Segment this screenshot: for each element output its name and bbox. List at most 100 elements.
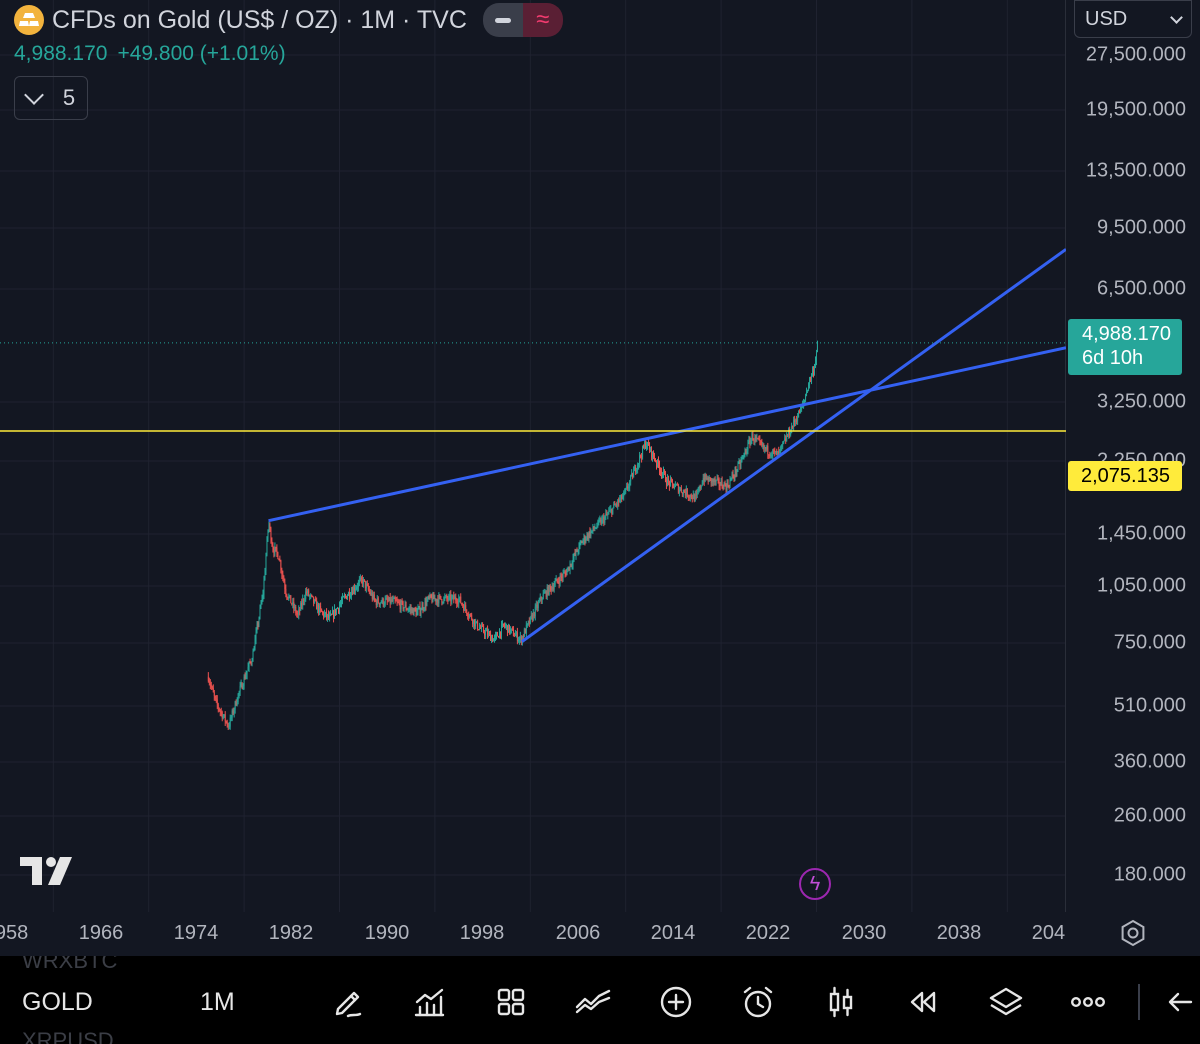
candle (275, 546, 277, 548)
candle (672, 483, 674, 488)
candle (706, 477, 708, 480)
candle (737, 463, 739, 471)
candle (544, 591, 546, 593)
candle (399, 603, 401, 610)
candle (744, 451, 746, 454)
candle (546, 587, 548, 597)
candle (237, 693, 239, 703)
candle (416, 611, 418, 616)
candle (665, 481, 667, 485)
time-tick: 1974 (173, 922, 219, 944)
financial-chart-icon[interactable] (409, 982, 449, 1022)
candle (419, 606, 421, 614)
candle (780, 446, 782, 450)
candle (648, 442, 650, 446)
symbol-title[interactable]: CFDs on Gold (US$ / OZ) · 1M · TVC (52, 5, 467, 34)
candle (608, 511, 610, 514)
candle (369, 591, 371, 595)
candle (473, 619, 475, 625)
candle (773, 449, 775, 452)
replay-icon[interactable] (903, 982, 943, 1022)
candle (460, 596, 462, 604)
chevron-down-icon (23, 85, 44, 105)
candle (595, 527, 597, 529)
candle (689, 494, 691, 498)
candle (478, 629, 480, 631)
price-chart[interactable] (0, 0, 1066, 912)
minus-icon[interactable] (482, 3, 523, 37)
candle (269, 524, 271, 529)
candle (535, 604, 537, 607)
candle (267, 530, 269, 539)
candle (260, 603, 262, 608)
candle (674, 484, 676, 487)
price-axis[interactable]: 27,500.000 19,500.000 13,500.000 9,500.0… (1066, 0, 1200, 912)
candle (775, 450, 777, 452)
currency-select[interactable]: USD (1074, 0, 1192, 38)
time-axis[interactable]: 1958 1966 1974 1982 1990 1998 2006 2014 … (0, 912, 1066, 956)
candle (756, 438, 758, 440)
compare-icon[interactable] (573, 982, 613, 1022)
candle (695, 494, 697, 496)
candle (624, 491, 626, 493)
grid-layout-icon[interactable] (491, 982, 531, 1022)
price-quote: 4,988.170 +49.800 (+1.01%) (14, 42, 286, 66)
candle (610, 509, 612, 511)
candle (338, 608, 339, 611)
candle (303, 599, 305, 602)
symbol-list-item[interactable]: XRPUSD (22, 1028, 114, 1044)
candle (569, 563, 571, 571)
candle (815, 360, 816, 366)
indicators-toggle[interactable]: 5 (14, 76, 88, 120)
candle (789, 429, 791, 436)
symbol-selector[interactable]: GOLD (22, 988, 93, 1016)
candle (360, 577, 362, 580)
candle (328, 614, 330, 618)
alarm-clock-icon[interactable] (738, 982, 778, 1022)
candle (576, 549, 578, 552)
candle (272, 545, 274, 551)
candle (321, 608, 323, 612)
candle (730, 478, 732, 480)
candle (520, 636, 522, 643)
candle (301, 602, 303, 606)
candle (263, 579, 265, 595)
add-circle-icon[interactable] (656, 982, 696, 1022)
lightning-bolt-icon[interactable]: ϟ (799, 868, 831, 900)
price-tick: 6,500.000 (1097, 277, 1186, 300)
more-dots-icon[interactable] (1068, 982, 1108, 1022)
candle (359, 577, 361, 581)
back-arrow-icon[interactable] (1160, 982, 1200, 1022)
settings-gear-icon[interactable] (1118, 918, 1148, 953)
candle (687, 496, 689, 498)
candle (726, 483, 728, 490)
candle (496, 633, 497, 636)
candle (254, 639, 256, 651)
candle (722, 486, 724, 490)
candle (512, 629, 514, 637)
candle (603, 517, 605, 523)
interval-selector[interactable]: 1M (200, 988, 235, 1016)
layers-icon[interactable] (986, 982, 1026, 1022)
wave-icon[interactable]: ≈ (522, 3, 563, 37)
candlestick-icon[interactable] (821, 982, 861, 1022)
chart-mode-toggle[interactable]: ≈ (482, 3, 563, 37)
drawing-pen-icon[interactable] (327, 982, 367, 1022)
chart-area[interactable]: CFDs on Gold (US$ / OZ) · 1M · TVC ≈ 4,9… (0, 0, 1066, 912)
candle (683, 490, 685, 493)
candle (221, 711, 223, 719)
candle (790, 432, 792, 436)
candle (711, 479, 713, 483)
candle (443, 597, 445, 603)
symbol-list-item[interactable]: WRXBTC (22, 956, 118, 973)
candle (600, 519, 602, 525)
candle (709, 477, 711, 479)
candle (690, 494, 692, 498)
candle (522, 636, 524, 638)
candle (605, 513, 607, 517)
candle (704, 474, 706, 482)
candle (326, 612, 328, 618)
candle (356, 587, 358, 589)
candle (681, 492, 683, 495)
candle (292, 601, 294, 605)
